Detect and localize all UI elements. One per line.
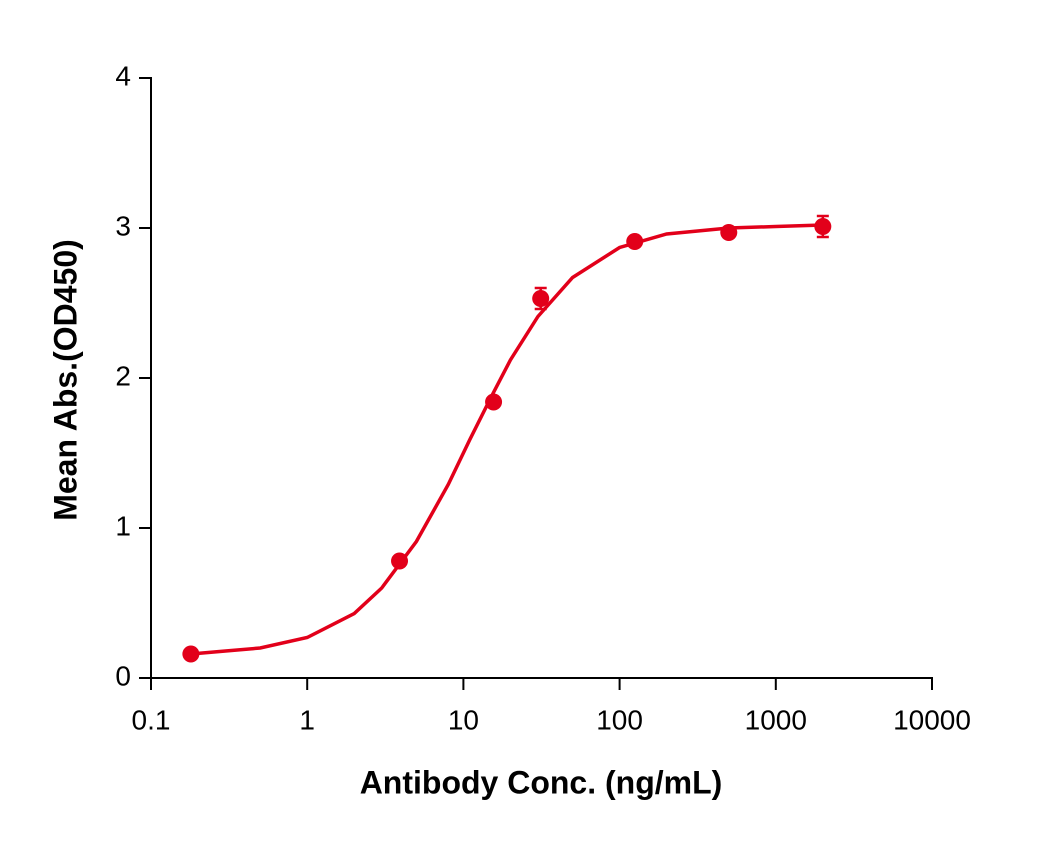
x-axis-title: Antibody Conc. (ng/mL) <box>360 764 723 800</box>
data-point <box>532 290 550 307</box>
y-tick-label: 3 <box>115 210 131 241</box>
y-tick-label: 2 <box>115 360 131 391</box>
x-tick-label: 1000 <box>745 704 807 735</box>
y-tick-label: 4 <box>115 60 131 91</box>
y-tick-label: 0 <box>115 660 131 691</box>
y-tick-label: 1 <box>115 510 131 541</box>
x-tick-label: 0.1 <box>132 704 171 735</box>
data-point <box>391 552 409 570</box>
fit-curve <box>190 223 823 656</box>
data-point <box>720 224 738 241</box>
data-point <box>485 393 503 411</box>
data-point <box>182 645 200 663</box>
x-tick-label: 1 <box>299 704 315 735</box>
data-point <box>814 218 832 235</box>
y-axis-title: Mean Abs.(OD450) <box>47 239 83 521</box>
data-point <box>626 233 644 250</box>
x-tick-label: 100 <box>596 704 643 735</box>
x-tick-label: 10 <box>448 704 479 735</box>
x-tick-label: 10000 <box>893 704 971 735</box>
